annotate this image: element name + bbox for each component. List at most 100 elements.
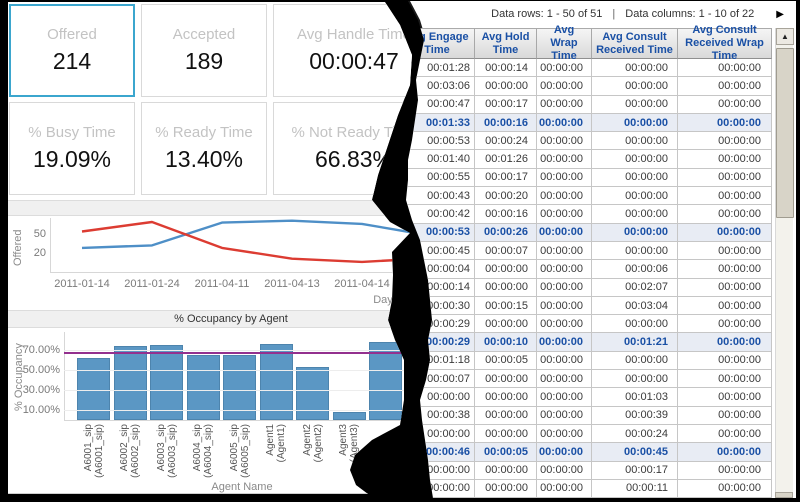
table-cell[interactable]: 00:00:00 xyxy=(678,351,772,371)
table-cell[interactable]: 00:01:40 xyxy=(406,150,475,169)
table-cell[interactable]: 00:00:00 xyxy=(475,260,537,279)
table-row-15[interactable]: 00:00:29 00:00:00 00:00:00 00:00:00 00:00:00 xyxy=(406,315,772,334)
occupancy-bar-partial[interactable] xyxy=(369,342,402,420)
table-cell[interactable]: 00:00:00 xyxy=(592,77,678,96)
table-cell[interactable]: 00:00:07 xyxy=(406,370,475,389)
table-cell[interactable]: 00:00:00 xyxy=(537,223,592,242)
table-cell[interactable]: 00:00:16 xyxy=(475,113,537,133)
table-cell[interactable]: 00:00:55 xyxy=(406,168,475,188)
table-cell[interactable]: 00:01:03 xyxy=(592,388,678,407)
table-cell[interactable]: 00:00:00 xyxy=(537,479,592,498)
table-cell[interactable]: 00:01:21 xyxy=(592,333,678,352)
column-header-avg-hold-time[interactable]: Avg Hold Time xyxy=(475,29,537,59)
occupancy-bar-agent2[interactable] xyxy=(296,367,329,420)
table-cell[interactable]: 00:00:17 xyxy=(592,461,678,480)
table-cell[interactable]: 00:00:00 xyxy=(592,205,678,224)
table-cell[interactable]: 00:00:00 xyxy=(678,278,772,297)
table-cell[interactable]: 00:00:00 xyxy=(475,370,537,389)
kpi-tile-ready-time[interactable]: % Ready Time 13.40% xyxy=(141,102,267,195)
table-cell[interactable]: 00:00:53 xyxy=(406,132,475,151)
column-header-avg-wrap-time[interactable]: Avg Wrap Time xyxy=(537,24,592,62)
table-cell[interactable]: 00:00:00 xyxy=(406,388,475,407)
table-cell[interactable]: 00:00:00 xyxy=(537,278,592,297)
table-cell[interactable]: 00:00:00 xyxy=(537,351,592,371)
table-row-14[interactable]: 00:00:30 00:00:15 00:00:00 00:03:04 00:00:00 xyxy=(406,296,772,316)
table-cell[interactable]: 00:01:33 xyxy=(406,113,475,133)
table-cell[interactable]: 00:00:00 xyxy=(537,388,592,407)
table-cell[interactable]: 00:00:17 xyxy=(475,168,537,188)
table-cell[interactable]: 00:00:00 xyxy=(537,424,592,444)
table-cell[interactable]: 00:00:00 xyxy=(537,113,592,133)
table-row-24[interactable]: 00:00:00 00:00:00 00:00:00 00:00:11 00:00:00 xyxy=(406,479,772,498)
table-cell[interactable]: 00:01:26 xyxy=(475,150,537,169)
table-cell[interactable]: 00:00:00 xyxy=(678,333,772,352)
table-cell[interactable]: 00:00:00 xyxy=(537,370,592,389)
table-cell[interactable]: 00:00:15 xyxy=(475,296,537,316)
table-cell[interactable]: 00:00:00 xyxy=(678,95,772,114)
kpi-tile-busy-time[interactable]: % Busy Time 19.09% xyxy=(9,102,135,195)
table-cell[interactable]: 00:00:00 xyxy=(592,132,678,151)
table-cell[interactable]: 00:00:00 xyxy=(678,315,772,334)
table-cell[interactable]: 00:00:00 xyxy=(537,241,592,261)
column-header-avg-consult-received-time[interactable]: Avg Consult Received Time xyxy=(592,29,678,59)
table-row-11[interactable]: 00:00:45 00:00:07 00:00:00 00:00:00 00:00:00 xyxy=(406,241,772,261)
table-cell[interactable]: 00:00:00 xyxy=(678,370,772,389)
table-row-1[interactable]: 00:01:28 00:00:14 00:00:00 00:00:00 00:00:00 xyxy=(406,59,772,78)
table-row-9[interactable]: 00:00:42 00:00:16 00:00:00 00:00:00 00:00:00 xyxy=(406,205,772,224)
next-columns-icon[interactable]: ▶ xyxy=(776,8,784,20)
table-cell[interactable]: 00:00:00 xyxy=(592,168,678,188)
table-row-22[interactable]: 00:00:46 00:00:05 00:00:00 00:00:45 00:00:00 xyxy=(406,443,772,462)
table-row-3[interactable]: 00:00:47 00:00:17 00:00:00 00:00:00 00:00:00 xyxy=(406,95,772,114)
table-cell[interactable]: 00:00:00 xyxy=(537,150,592,169)
table-cell[interactable]: 00:00:00 xyxy=(475,278,537,297)
table-cell[interactable]: 00:00:00 xyxy=(678,241,772,261)
table-cell[interactable]: 00:00:45 xyxy=(592,443,678,462)
table-cell[interactable]: 00:01:18 xyxy=(406,351,475,371)
table-row-5[interactable]: 00:00:53 00:00:24 00:00:00 00:00:00 00:00:00 xyxy=(406,132,772,151)
table-cell[interactable]: 00:00:00 xyxy=(592,113,678,133)
line-series-red[interactable] xyxy=(81,220,432,264)
table-row-23[interactable]: 00:00:00 00:00:00 00:00:00 00:00:17 00:00:00 xyxy=(406,461,772,480)
table-row-18[interactable]: 00:00:07 00:00:00 00:00:00 00:00:00 00:00:00 xyxy=(406,370,772,389)
table-cell[interactable]: 00:00:00 xyxy=(537,205,592,224)
table-row-8[interactable]: 00:00:43 00:00:20 00:00:00 00:00:00 00:00:00 xyxy=(406,187,772,206)
table-cell[interactable]: 00:00:00 xyxy=(475,406,537,425)
table-cell[interactable]: 00:00:00 xyxy=(537,187,592,206)
table-cell[interactable]: 00:00:00 xyxy=(592,315,678,334)
table-cell[interactable]: 00:00:11 xyxy=(592,479,678,498)
table-cell[interactable]: 00:00:00 xyxy=(475,388,537,407)
table-cell[interactable]: 00:00:00 xyxy=(678,168,772,188)
table-cell[interactable]: 00:00:00 xyxy=(537,260,592,279)
table-cell[interactable]: 00:00:00 xyxy=(406,479,475,498)
table-cell[interactable]: 00:00:26 xyxy=(475,223,537,242)
table-cell[interactable]: 00:00:00 xyxy=(475,461,537,480)
table-cell[interactable]: 00:00:00 xyxy=(592,351,678,371)
table-cell[interactable]: 00:00:10 xyxy=(475,333,537,352)
table-cell[interactable]: 00:00:17 xyxy=(475,95,537,114)
occupancy-bar-a6003-sip[interactable] xyxy=(150,345,183,420)
table-cell[interactable]: 00:00:00 xyxy=(537,296,592,316)
table-cell[interactable]: 00:00:00 xyxy=(537,77,592,96)
table-row-19[interactable]: 00:00:00 00:00:00 00:00:00 00:01:03 00:00:00 xyxy=(406,388,772,407)
table-cell[interactable]: 00:00:00 xyxy=(678,388,772,407)
table-cell[interactable]: 00:00:07 xyxy=(475,241,537,261)
table-cell[interactable]: 00:00:05 xyxy=(475,351,537,371)
table-row-10[interactable]: 00:00:53 00:00:26 00:00:00 00:00:00 00:00:00 xyxy=(406,223,772,242)
table-cell[interactable]: 00:00:05 xyxy=(475,443,537,462)
table-cell[interactable]: 00:02:07 xyxy=(592,278,678,297)
table-cell[interactable]: 00:00:38 xyxy=(406,406,475,425)
table-cell[interactable]: 00:00:00 xyxy=(406,424,475,444)
table-cell[interactable]: 00:00:06 xyxy=(592,260,678,279)
column-header-avg-consult-received-wrap-time[interactable]: Avg Consult Received Wrap Time xyxy=(678,24,772,62)
kpi-tile-avg-handle-time[interactable]: Avg Handle Time 00:00:47 xyxy=(273,4,412,97)
table-cell[interactable]: 00:01:28 xyxy=(406,59,475,78)
table-cell[interactable]: 00:00:20 xyxy=(475,187,537,206)
table-cell[interactable]: 00:00:00 xyxy=(678,77,772,96)
table-cell[interactable]: 00:00:00 xyxy=(678,443,772,462)
table-cell[interactable]: 00:00:14 xyxy=(475,59,537,78)
table-cell[interactable]: 00:00:00 xyxy=(678,59,772,78)
table-row-7[interactable]: 00:00:55 00:00:17 00:00:00 00:00:00 00:00:00 xyxy=(406,168,772,188)
table-cell[interactable]: 00:00:00 xyxy=(475,424,537,444)
table-cell[interactable]: 00:00:29 xyxy=(406,315,475,334)
table-cell[interactable]: 00:00:00 xyxy=(475,77,537,96)
